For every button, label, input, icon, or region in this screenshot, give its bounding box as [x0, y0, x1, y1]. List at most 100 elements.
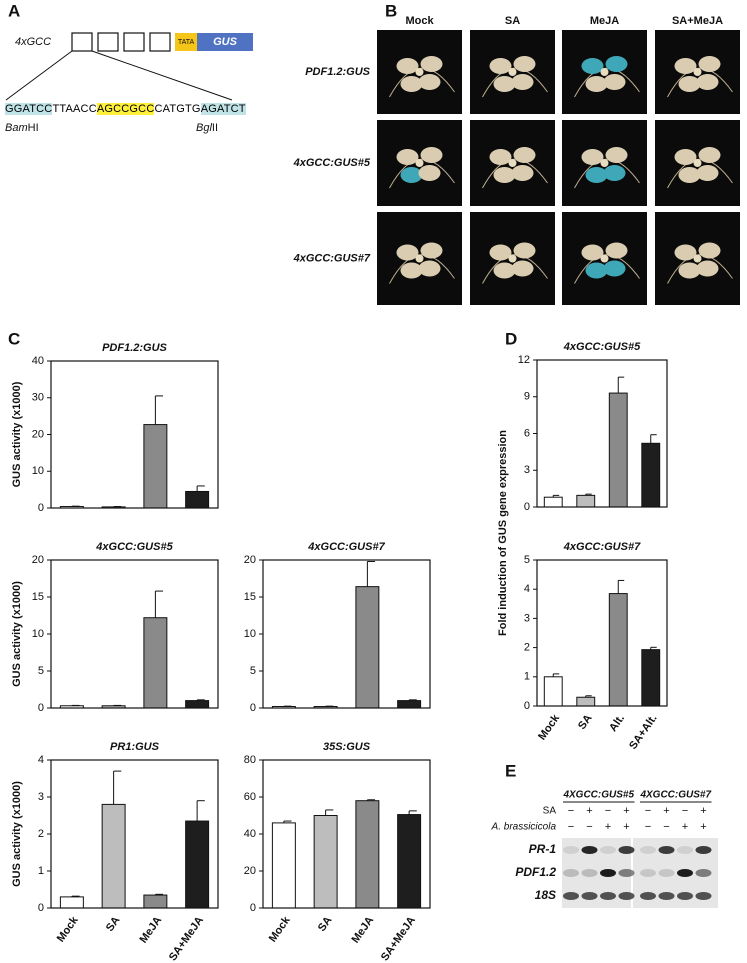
band	[600, 892, 616, 900]
treatment-sign: −	[663, 821, 669, 833]
y-tick-label: 10	[32, 628, 44, 640]
chart-title: 35S:GUS	[323, 741, 371, 753]
panel-label: D	[505, 329, 517, 348]
leaf	[489, 244, 512, 261]
treatment-sign: +	[623, 805, 629, 817]
leaf	[400, 262, 423, 279]
treatment-sign: +	[663, 805, 669, 817]
leaf	[696, 165, 719, 181]
leaf	[513, 242, 536, 259]
stem	[508, 254, 517, 263]
band	[600, 869, 616, 877]
error-bar	[71, 895, 80, 897]
leaf	[420, 242, 443, 259]
error-bar	[617, 376, 625, 394]
column-header: Mock	[405, 15, 434, 27]
panel-label: A	[8, 1, 20, 20]
stem	[508, 159, 517, 167]
y-tick-label: 0	[524, 700, 530, 712]
bar	[397, 814, 422, 909]
treatment-sign: +	[623, 821, 629, 833]
treatment-sign: −	[568, 821, 574, 833]
treatment-sign: −	[605, 805, 611, 817]
error-bar	[585, 695, 592, 698]
band	[618, 892, 635, 900]
y-tick-label: 1	[38, 865, 44, 877]
y-tick-label: 20	[244, 865, 256, 877]
leaf	[493, 76, 516, 92]
leaf	[696, 260, 719, 277]
bar	[543, 676, 563, 707]
x-tick-label: MeJA	[350, 914, 377, 945]
band	[695, 846, 712, 854]
bar	[143, 617, 168, 709]
band	[563, 892, 579, 900]
leaf	[418, 165, 441, 181]
chart-title: 4xGCC:GUS#5	[95, 541, 173, 553]
error-bar	[650, 434, 657, 444]
band-label: PDF1.2	[515, 865, 556, 879]
leaf	[396, 149, 419, 165]
error-bar	[408, 810, 417, 815]
y-tick-label: 80	[244, 754, 256, 766]
y-tick-label: 10	[32, 465, 44, 477]
leaf	[418, 260, 441, 277]
y-tick-label: 60	[244, 791, 256, 803]
y-tick-label: 0	[38, 502, 44, 514]
treatment-sign: −	[645, 805, 651, 817]
chart-title: 4xGCC:GUS#7	[307, 541, 385, 553]
sequence-part: TTAACC	[52, 103, 97, 115]
band	[640, 892, 656, 900]
leaf	[418, 74, 441, 90]
band-label: 18S	[535, 888, 556, 902]
blot-line-label: 4XGCC:GUS#7	[639, 790, 711, 801]
tata-label: TATA	[178, 39, 195, 46]
bar	[313, 815, 338, 909]
blot-line-label: 4XGCC:GUS#5	[562, 790, 634, 801]
site-italic: Bam	[5, 122, 28, 134]
site-label: BglII	[196, 122, 218, 134]
error-bar	[196, 699, 205, 701]
x-tick-label: SA+Alt.	[627, 713, 659, 752]
leaf	[678, 262, 701, 279]
leaf	[585, 262, 608, 279]
band	[677, 892, 693, 900]
stem	[693, 254, 702, 263]
leaf	[489, 149, 512, 165]
x-tick-label: Mock	[55, 914, 81, 945]
y-tick-label: 3	[524, 612, 530, 624]
leaf	[674, 244, 697, 261]
bar	[185, 700, 210, 709]
error-bar	[552, 673, 560, 677]
band	[640, 846, 656, 854]
plot-frame	[536, 359, 668, 508]
sequence-part: AGATCT	[200, 103, 246, 115]
band	[563, 846, 579, 854]
chart-title: PR1:GUS	[110, 741, 160, 753]
y-tick-label: 0	[38, 702, 44, 714]
panel-label: B	[385, 1, 397, 20]
chart-title: 4xGCC:GUS#5	[563, 341, 641, 353]
x-tick-label: MeJA	[138, 914, 165, 945]
plot-frame	[262, 759, 431, 909]
bar	[397, 700, 422, 709]
leaf	[678, 76, 701, 92]
y-tick-label: 5	[250, 665, 256, 677]
chart-title: PDF1.2:GUS	[102, 342, 167, 354]
construct-boxes	[71, 32, 171, 52]
band	[618, 869, 635, 877]
leaf	[585, 76, 608, 92]
leaf	[678, 167, 701, 183]
bar	[271, 822, 296, 909]
leaf	[400, 76, 423, 92]
x-tick-label: Alt.	[607, 713, 627, 734]
plot-frame	[50, 559, 219, 709]
leaf	[603, 165, 626, 181]
error-bar	[283, 820, 292, 823]
seedling-photo	[377, 120, 462, 206]
bar	[185, 490, 210, 509]
treatment-sign: −	[568, 805, 574, 817]
gus-box	[197, 33, 253, 51]
leaf	[396, 244, 419, 261]
seedling-photo	[655, 120, 740, 206]
